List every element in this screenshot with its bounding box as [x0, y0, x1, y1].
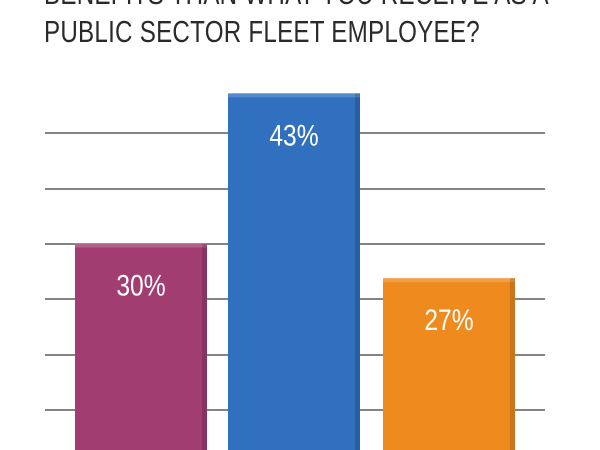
data-label: 43%	[269, 118, 318, 152]
chart-title-line-1: BENEFITS THAN WHAT YOU RECEIVE AS A	[44, 0, 549, 12]
chart-title-line-2: PUBLIC SECTOR FLEET EMPLOYEE?	[44, 14, 480, 49]
bar-shadow	[355, 93, 360, 450]
data-label: 27%	[424, 303, 473, 337]
bar-highlight	[228, 93, 360, 98]
bar	[383, 278, 515, 450]
data-label: 30%	[116, 268, 165, 302]
bar	[75, 243, 207, 450]
bar-highlight	[75, 243, 207, 248]
bar	[228, 93, 360, 450]
bar-shadow	[202, 243, 207, 450]
bar-shadow	[510, 278, 515, 450]
bar-highlight	[383, 278, 515, 283]
